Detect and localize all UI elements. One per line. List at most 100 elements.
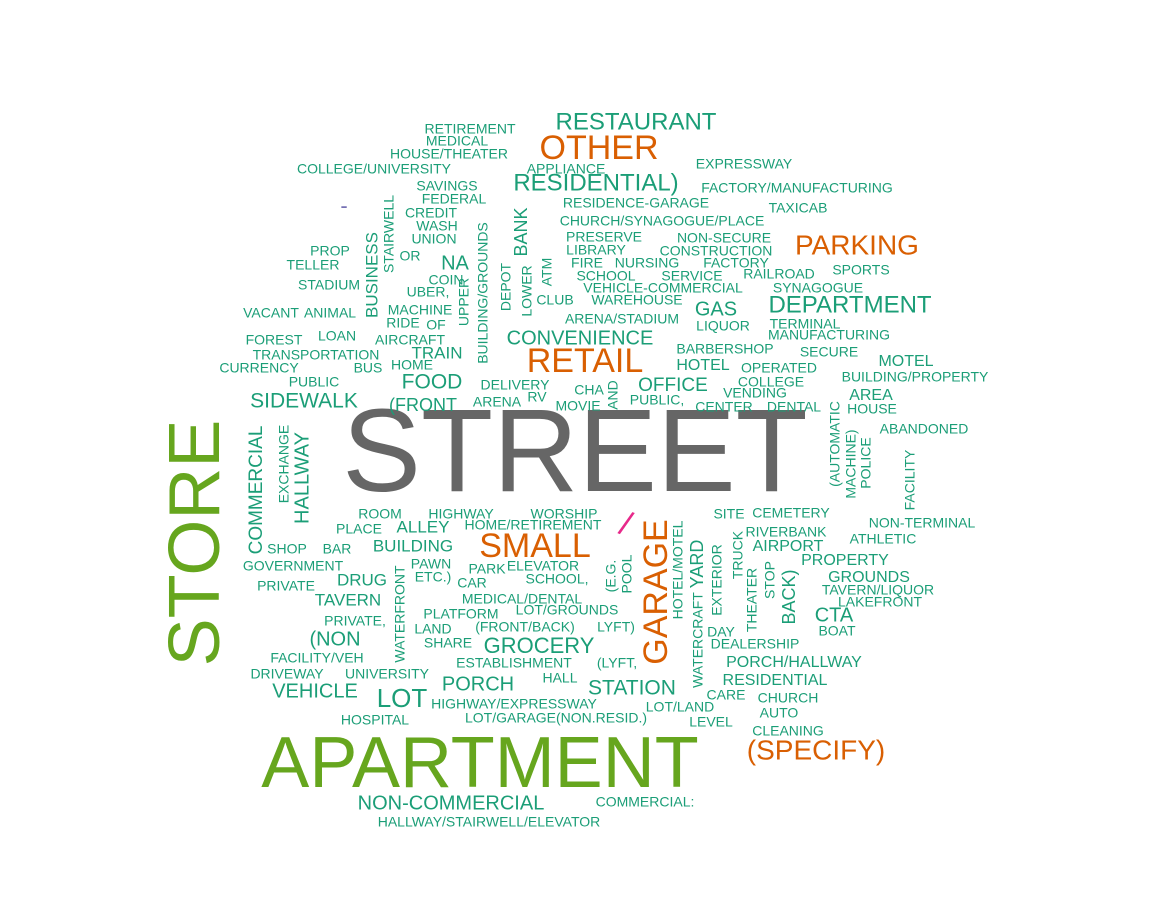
word-grounds: GROUNDS <box>828 569 910 586</box>
word-medical: MEDICAL <box>426 133 488 149</box>
word-etc: ETC.) <box>415 569 452 585</box>
word-atm: ATM <box>539 258 555 287</box>
word-waterfront: WATERFRONT <box>392 565 408 663</box>
word-facility-veh: FACILITY/VEH <box>270 650 363 666</box>
word-site: SITE <box>713 506 744 522</box>
word-dealership: DEALERSHIP <box>711 636 800 652</box>
word-pool: POOL <box>619 554 635 593</box>
word-drug: DRUG <box>337 570 387 589</box>
word-commercial: COMMERCIAL <box>246 426 267 555</box>
word-abandoned: ABANDONED <box>880 421 969 437</box>
word-porch: PORCH <box>442 673 514 695</box>
word-hospital: HOSPITAL <box>341 712 409 728</box>
word-establishment: ESTABLISHMENT <box>456 655 572 671</box>
word-private: PRIVATE <box>257 578 315 594</box>
word-barbershop: BARBERSHOP <box>676 341 773 357</box>
word-exchange: EXCHANGE <box>276 425 292 504</box>
word-station: STATION <box>588 677 676 700</box>
word-land: LAND <box>414 621 451 637</box>
word-federal: FEDERAL <box>422 191 487 207</box>
word-office: OFFICE <box>638 375 708 396</box>
word-ride: RIDE <box>386 315 419 331</box>
word-highway: HIGHWAY <box>428 506 494 522</box>
word-machine: MACHINE) <box>843 429 859 498</box>
word-convenience: CONVENIENCE <box>507 327 654 349</box>
word-lyft: (LYFT, <box>597 655 637 671</box>
word-lakefront: LAKEFRONT <box>838 594 922 610</box>
word-bar: BAR <box>323 541 352 557</box>
word-porch-hallway: PORCH/HALLWAY <box>726 654 862 671</box>
word-residence-garage: RESIDENCE-GARAGE <box>563 195 709 211</box>
word-school: SCHOOL, <box>525 571 588 587</box>
word-prop: PROP <box>310 243 350 259</box>
word-stop: STOP <box>762 561 778 599</box>
word-residential: RESIDENTIAL) <box>513 169 678 196</box>
word-food: FOOD <box>402 371 463 394</box>
word-liquor: LIQUOR <box>696 318 750 334</box>
word-athletic: ATHLETIC <box>850 531 917 547</box>
word-forest: FOREST <box>246 332 303 348</box>
word-motel: MOTEL <box>878 353 933 370</box>
word-house-theater: HOUSE/THEATER <box>390 146 508 162</box>
word-credit: CREDIT <box>405 205 458 221</box>
word-vehicle: VEHICLE <box>272 680 358 702</box>
word-lot-land: LOT/LAND <box>646 699 714 715</box>
word-specify: (SPECIFY) <box>747 734 885 765</box>
word-car: CAR <box>457 575 487 591</box>
word-fire: FIRE <box>571 255 603 271</box>
word-pawn: PAWN <box>411 556 451 572</box>
word-care: CARE <box>707 687 746 703</box>
word-uber: UBER, <box>407 284 450 300</box>
word-hallway: HALLWAY <box>291 432 313 524</box>
word-upper: UPPER <box>456 278 472 326</box>
word-of: OF <box>426 317 445 333</box>
word-home: HOME <box>391 357 433 373</box>
word-coin: COIN <box>429 272 464 288</box>
word-exterior: EXTERIOR <box>709 544 725 616</box>
word-level: LEVEL <box>689 714 733 730</box>
word-vehicle-commercial: VEHICLE-COMMERCIAL <box>583 280 743 296</box>
word-expressway: EXPRESSWAY <box>696 156 793 172</box>
word-sidewalk: SIDEWALK <box>250 390 358 413</box>
word-lyft: LYFT) <box>597 619 635 635</box>
word-retirement: RETIREMENT <box>425 121 516 137</box>
word-home-retirement: HOME/RETIREMENT <box>465 517 602 533</box>
word-boat: BOAT <box>818 623 856 639</box>
word-lot: LOT <box>377 683 428 713</box>
word-facility: FACILITY <box>902 449 918 510</box>
word-airport: AIRPORT <box>753 538 824 555</box>
word-residential: RESIDENTIAL <box>723 672 828 689</box>
word-aircraft: AIRCRAFT <box>375 332 445 348</box>
word-auto: AUTO <box>760 705 799 721</box>
word-warehouse: WAREHOUSE <box>591 292 682 308</box>
word-alley: ALLEY <box>397 517 450 536</box>
word-cta: CTA <box>815 604 854 626</box>
word-small: SMALL <box>479 527 591 565</box>
word-bank: BANK <box>511 207 531 256</box>
word-lot-grounds: LOT/GROUNDS <box>516 602 619 618</box>
word-hallway-stairwell-elevator: HALLWAY/STAIRWELL/ELEVATOR <box>378 814 601 830</box>
word-animal: ANIMAL <box>304 305 356 321</box>
word-building-property: BUILDING/PROPERTY <box>842 369 989 385</box>
word-tavern: TAVERN <box>315 590 381 609</box>
word-savings: SAVINGS <box>416 178 477 194</box>
word-park: PARK <box>468 561 506 577</box>
word-service: SERVICE <box>661 268 722 284</box>
word-gas: GAS <box>695 298 737 320</box>
word-college-university: COLLEGE/UNIVERSITY <box>297 161 452 177</box>
word-terminal: TERMINAL <box>770 316 841 332</box>
word-property: PROPERTY <box>801 552 889 569</box>
word-elevator: ELEVATOR <box>507 558 579 574</box>
word-building: BUILDING <box>373 536 453 555</box>
word-transportation: TRANSPORTATION <box>253 347 380 363</box>
word-preserve: PRESERVE <box>566 229 642 245</box>
word-arena-stadium: ARENA/STADIUM <box>565 311 679 327</box>
word-retail: RETAIL <box>527 342 644 380</box>
word-cha: CHA <box>574 382 604 398</box>
word-non: (NON <box>309 628 360 650</box>
word-hotel-motel: HOTEL/MOTEL <box>670 520 686 619</box>
word-center: CENTER <box>695 399 753 415</box>
word-synagogue: SYNAGOGUE <box>773 280 863 296</box>
